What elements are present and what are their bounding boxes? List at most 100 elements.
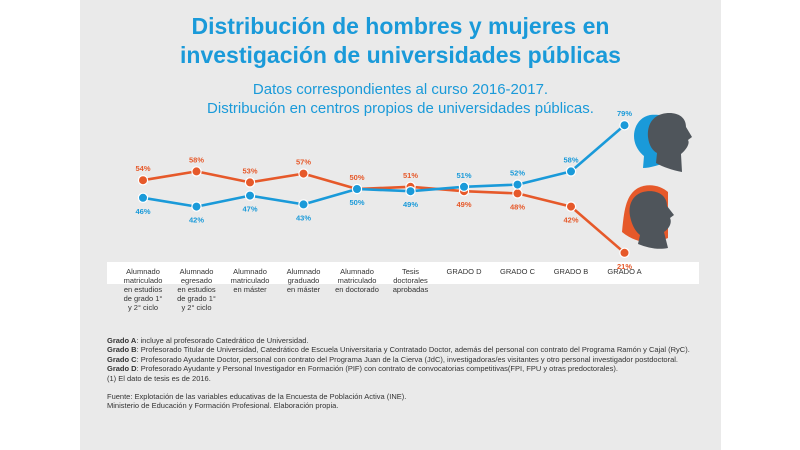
data-label-hombres-1: 42%: [189, 216, 204, 225]
data-label-hombres-7: 52%: [510, 169, 525, 178]
note-grado-c: Grado C: Profesorado Ayudante Doctor, pe…: [107, 355, 717, 364]
note-grado-d: Grado D: Profesorado Ayudante y Personal…: [107, 364, 717, 373]
category-label: GRADO A: [594, 267, 656, 276]
point-mujeres-9: [619, 247, 630, 258]
data-label-mujeres-8: 42%: [563, 216, 578, 225]
title-line-1: Distribución de hombres y mujeres en: [191, 13, 610, 39]
data-label-mujeres-7: 48%: [510, 202, 525, 211]
data-label-mujeres-3: 57%: [296, 158, 311, 167]
notes-block: Grado A: incluye al profesorado Catedrát…: [107, 336, 717, 411]
data-label-hombres-2: 47%: [242, 205, 257, 214]
data-label-hombres-9: 79%: [617, 109, 632, 118]
point-hombres-6: [458, 181, 470, 192]
category-label-line: matriculado: [230, 276, 270, 285]
point-hombres-9: [619, 119, 630, 131]
male-head-icon: [634, 113, 692, 172]
note-grado-b: Grado B: Profesorado Titular de Universi…: [107, 345, 717, 354]
note-grado-d-label: Grado D: [107, 364, 137, 374]
chart-title: Distribución de hombres y mujeres en inv…: [80, 12, 721, 70]
point-mujeres-7: [512, 188, 523, 199]
category-label-line: GRADO C: [499, 267, 535, 276]
point-hombres-2: [244, 190, 256, 201]
category-label-line: Alumnado: [233, 267, 267, 276]
category-label-line: Alumnado: [340, 267, 374, 276]
category-label-line: GRADO D: [446, 267, 482, 276]
data-label-mujeres-1: 58%: [189, 155, 204, 164]
point-hombres-1: [191, 201, 202, 212]
data-label-mujeres-5: 51%: [403, 171, 418, 180]
data-label-mujeres-0: 54%: [135, 164, 150, 173]
point-mujeres-2: [244, 177, 256, 188]
point-hombres-5: [405, 185, 416, 197]
point-mujeres-0: [137, 174, 149, 186]
category-label-line: de grado 1°: [123, 294, 163, 303]
category-label-line: egresado: [180, 276, 213, 285]
category-label: Alumnado matriculado en estudios de grado 1…: [112, 267, 174, 312]
data-label-mujeres-4: 50%: [349, 173, 364, 182]
category-label-line: GRADO A: [607, 267, 642, 276]
data-label-hombres-5: 49%: [403, 200, 418, 209]
source-line-2: Ministerio de Educación y Formación Prof…: [107, 401, 339, 411]
category-label-line: doctorales: [393, 276, 428, 285]
note-grado-a-label: Grado A: [107, 336, 137, 345]
category-label: Alumnado matriculado en máster: [219, 267, 281, 294]
point-mujeres-8: [565, 201, 577, 212]
point-hombres-0: [137, 192, 149, 203]
source-line-1: Fuente: Explotación de las variables edu…: [107, 392, 407, 402]
note-footnote: (1) El dato de tesis es de 2016.: [107, 373, 211, 383]
category-strip: [107, 262, 699, 284]
category-label: GRADO B: [540, 267, 602, 276]
category-label: GRADO C: [487, 267, 549, 276]
category-label-line: matriculado: [123, 276, 163, 285]
data-label-mujeres-9: 21%: [617, 262, 632, 271]
category-label-line: en máster: [286, 285, 321, 294]
data-label-hombres-4: 50%: [349, 198, 364, 207]
category-label-line: matriculado: [337, 276, 377, 285]
category-label-line: GRADO B: [553, 267, 589, 276]
category-label-line: en estudios: [177, 285, 216, 294]
data-label-mujeres-6: 49%: [456, 200, 471, 209]
subtitle-line-2: Distribución en centros propios de unive…: [207, 100, 594, 117]
category-label: Alumnado matriculado en doctorado: [326, 267, 388, 294]
data-label-hombres-6: 51%: [456, 171, 471, 180]
point-mujeres-1: [191, 166, 202, 177]
note-grado-c-text: : Profesorado Ayudante Doctor, personal …: [136, 354, 678, 364]
data-label-mujeres-2: 53%: [242, 166, 257, 175]
category-label-line: Alumnado: [286, 267, 321, 276]
category-label-line: graduado: [287, 276, 320, 285]
note-grado-b-text: : Profesorado Titular de Universidad, Ca…: [136, 345, 690, 355]
point-mujeres-3: [298, 168, 309, 179]
data-label-hombres-8: 58%: [563, 155, 578, 164]
note-grado-d-text: : Profesorado Ayudante y Personal Invest…: [136, 364, 618, 374]
series-line-hombres: [141, 123, 626, 208]
category-label-line: de grado 1°: [177, 294, 216, 303]
data-label-hombres-3: 43%: [296, 213, 311, 222]
category-label: Alumnado egresado en estudios de grado 1° y …: [166, 267, 228, 312]
data-label-hombres-0: 46%: [135, 207, 150, 216]
category-label-line: Tesis: [401, 267, 420, 276]
note-grado-b-label: Grado B: [107, 345, 137, 355]
category-label-line: Alumnado: [179, 267, 214, 276]
point-hombres-7: [512, 179, 523, 190]
chart-subtitle: Datos correspondientes al curso 2016-201…: [80, 80, 721, 118]
point-hombres-3: [298, 199, 309, 210]
subtitle-line-1: Datos correspondientes al curso 2016-201…: [252, 81, 549, 98]
category-label: Alumnado graduado en máster: [273, 267, 335, 294]
point-hombres-4: [351, 183, 363, 195]
category-label-line: y 2° ciclo: [127, 303, 159, 312]
note-grado-c-label: Grado C: [107, 354, 137, 364]
title-line-2: investigación de universidades públicas: [180, 42, 621, 68]
series-line-mujeres: [141, 170, 626, 255]
category-label-line: Alumnado: [126, 267, 160, 276]
background-panel: [80, 0, 721, 450]
category-label-line: aprobadas: [392, 285, 429, 294]
point-hombres-8: [565, 166, 577, 177]
category-label-line: en doctorado: [335, 285, 379, 294]
category-label-line: en máster: [233, 285, 267, 294]
category-label-line: y 2° ciclo: [181, 303, 212, 312]
category-label: Tesis doctorales aprobadas: [380, 267, 442, 294]
female-head-icon: [622, 185, 674, 249]
category-label: GRADO D: [433, 267, 495, 276]
category-label-line: en estudios: [123, 285, 163, 294]
